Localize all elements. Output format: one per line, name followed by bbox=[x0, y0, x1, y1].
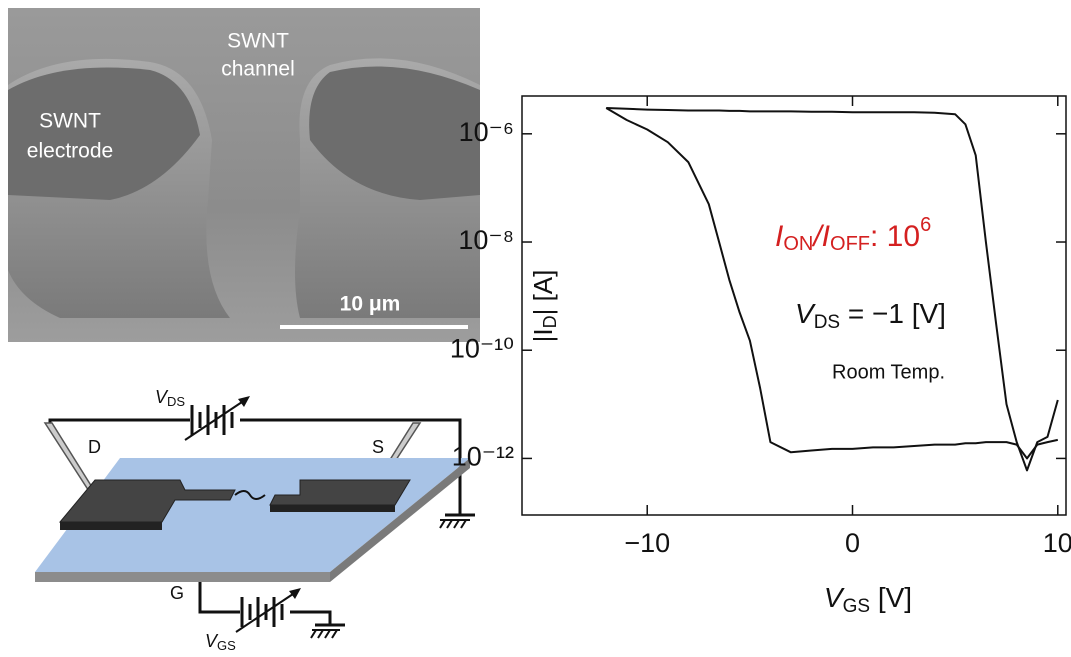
ratio-part: OFF bbox=[830, 233, 870, 255]
ratio-part: 6 bbox=[920, 214, 931, 236]
y-tick-label: 10⁻¹² bbox=[452, 442, 514, 472]
temp-annotation: Room Temp. bbox=[832, 361, 945, 383]
ratio-part: : 10 bbox=[870, 220, 920, 253]
channel-label: channel bbox=[221, 58, 295, 81]
y-tick-label: 10⁻¹⁰ bbox=[450, 333, 514, 363]
x-tick-label: 10 bbox=[1043, 528, 1071, 558]
data-line bbox=[606, 107, 1059, 472]
sem-image: SWNT channel SWNT electrode 10 μm bbox=[8, 8, 480, 342]
vds-subscript: DS bbox=[167, 394, 185, 409]
x-axis-label: VGS [V] bbox=[824, 582, 912, 617]
x-label-part: [V] bbox=[870, 582, 912, 613]
y-tick-label: 10⁻⁶ bbox=[459, 117, 514, 147]
x-label-part: V bbox=[824, 582, 845, 613]
vds-label: VDS bbox=[155, 387, 185, 410]
x-tick-label: 0 bbox=[845, 528, 860, 558]
vds-symbol: V bbox=[155, 387, 169, 407]
data-line bbox=[605, 107, 1059, 460]
vds-part: DS bbox=[814, 312, 840, 333]
drain-label: D bbox=[88, 437, 101, 457]
y-axis-label: |ID| [A] bbox=[528, 270, 560, 343]
vgs-subscript: GS bbox=[217, 638, 236, 653]
y-label-part: | [A] bbox=[528, 270, 558, 316]
electrode-label: electrode bbox=[27, 140, 113, 163]
channel-label: SWNT bbox=[227, 30, 289, 53]
electrode-label: SWNT bbox=[39, 110, 101, 133]
chart: |ID| [A] VGS [V] ION/IOFF: 106 VDS = −1 … bbox=[450, 95, 1071, 617]
vds-annotation: VDS = −1 [V] bbox=[795, 298, 946, 333]
ratio-part: /I bbox=[811, 220, 830, 253]
ratio-part: I bbox=[775, 220, 783, 253]
scale-bar-label: 10 μm bbox=[340, 293, 401, 316]
vds-part: V bbox=[795, 298, 816, 329]
ratio-annotation: ION/IOFF: 106 bbox=[775, 214, 931, 255]
circuit-diagram bbox=[35, 396, 475, 639]
source-label: S bbox=[372, 437, 384, 457]
plot-frame bbox=[521, 95, 1067, 516]
vds-part: = −1 [V] bbox=[840, 298, 946, 329]
y-label-sub: D bbox=[540, 315, 560, 328]
y-tick-label: 10⁻⁸ bbox=[458, 225, 514, 255]
gate-label: G bbox=[170, 583, 184, 603]
x-label-sub: GS bbox=[843, 596, 870, 617]
y-label-part: |I bbox=[528, 328, 558, 342]
vgs-symbol: V bbox=[205, 631, 219, 651]
vgs-label: VGS bbox=[205, 631, 236, 654]
ratio-part: ON bbox=[783, 233, 813, 255]
diagram-labels: VDS D S G VGS bbox=[88, 387, 384, 654]
x-tick-label: −10 bbox=[624, 528, 670, 558]
